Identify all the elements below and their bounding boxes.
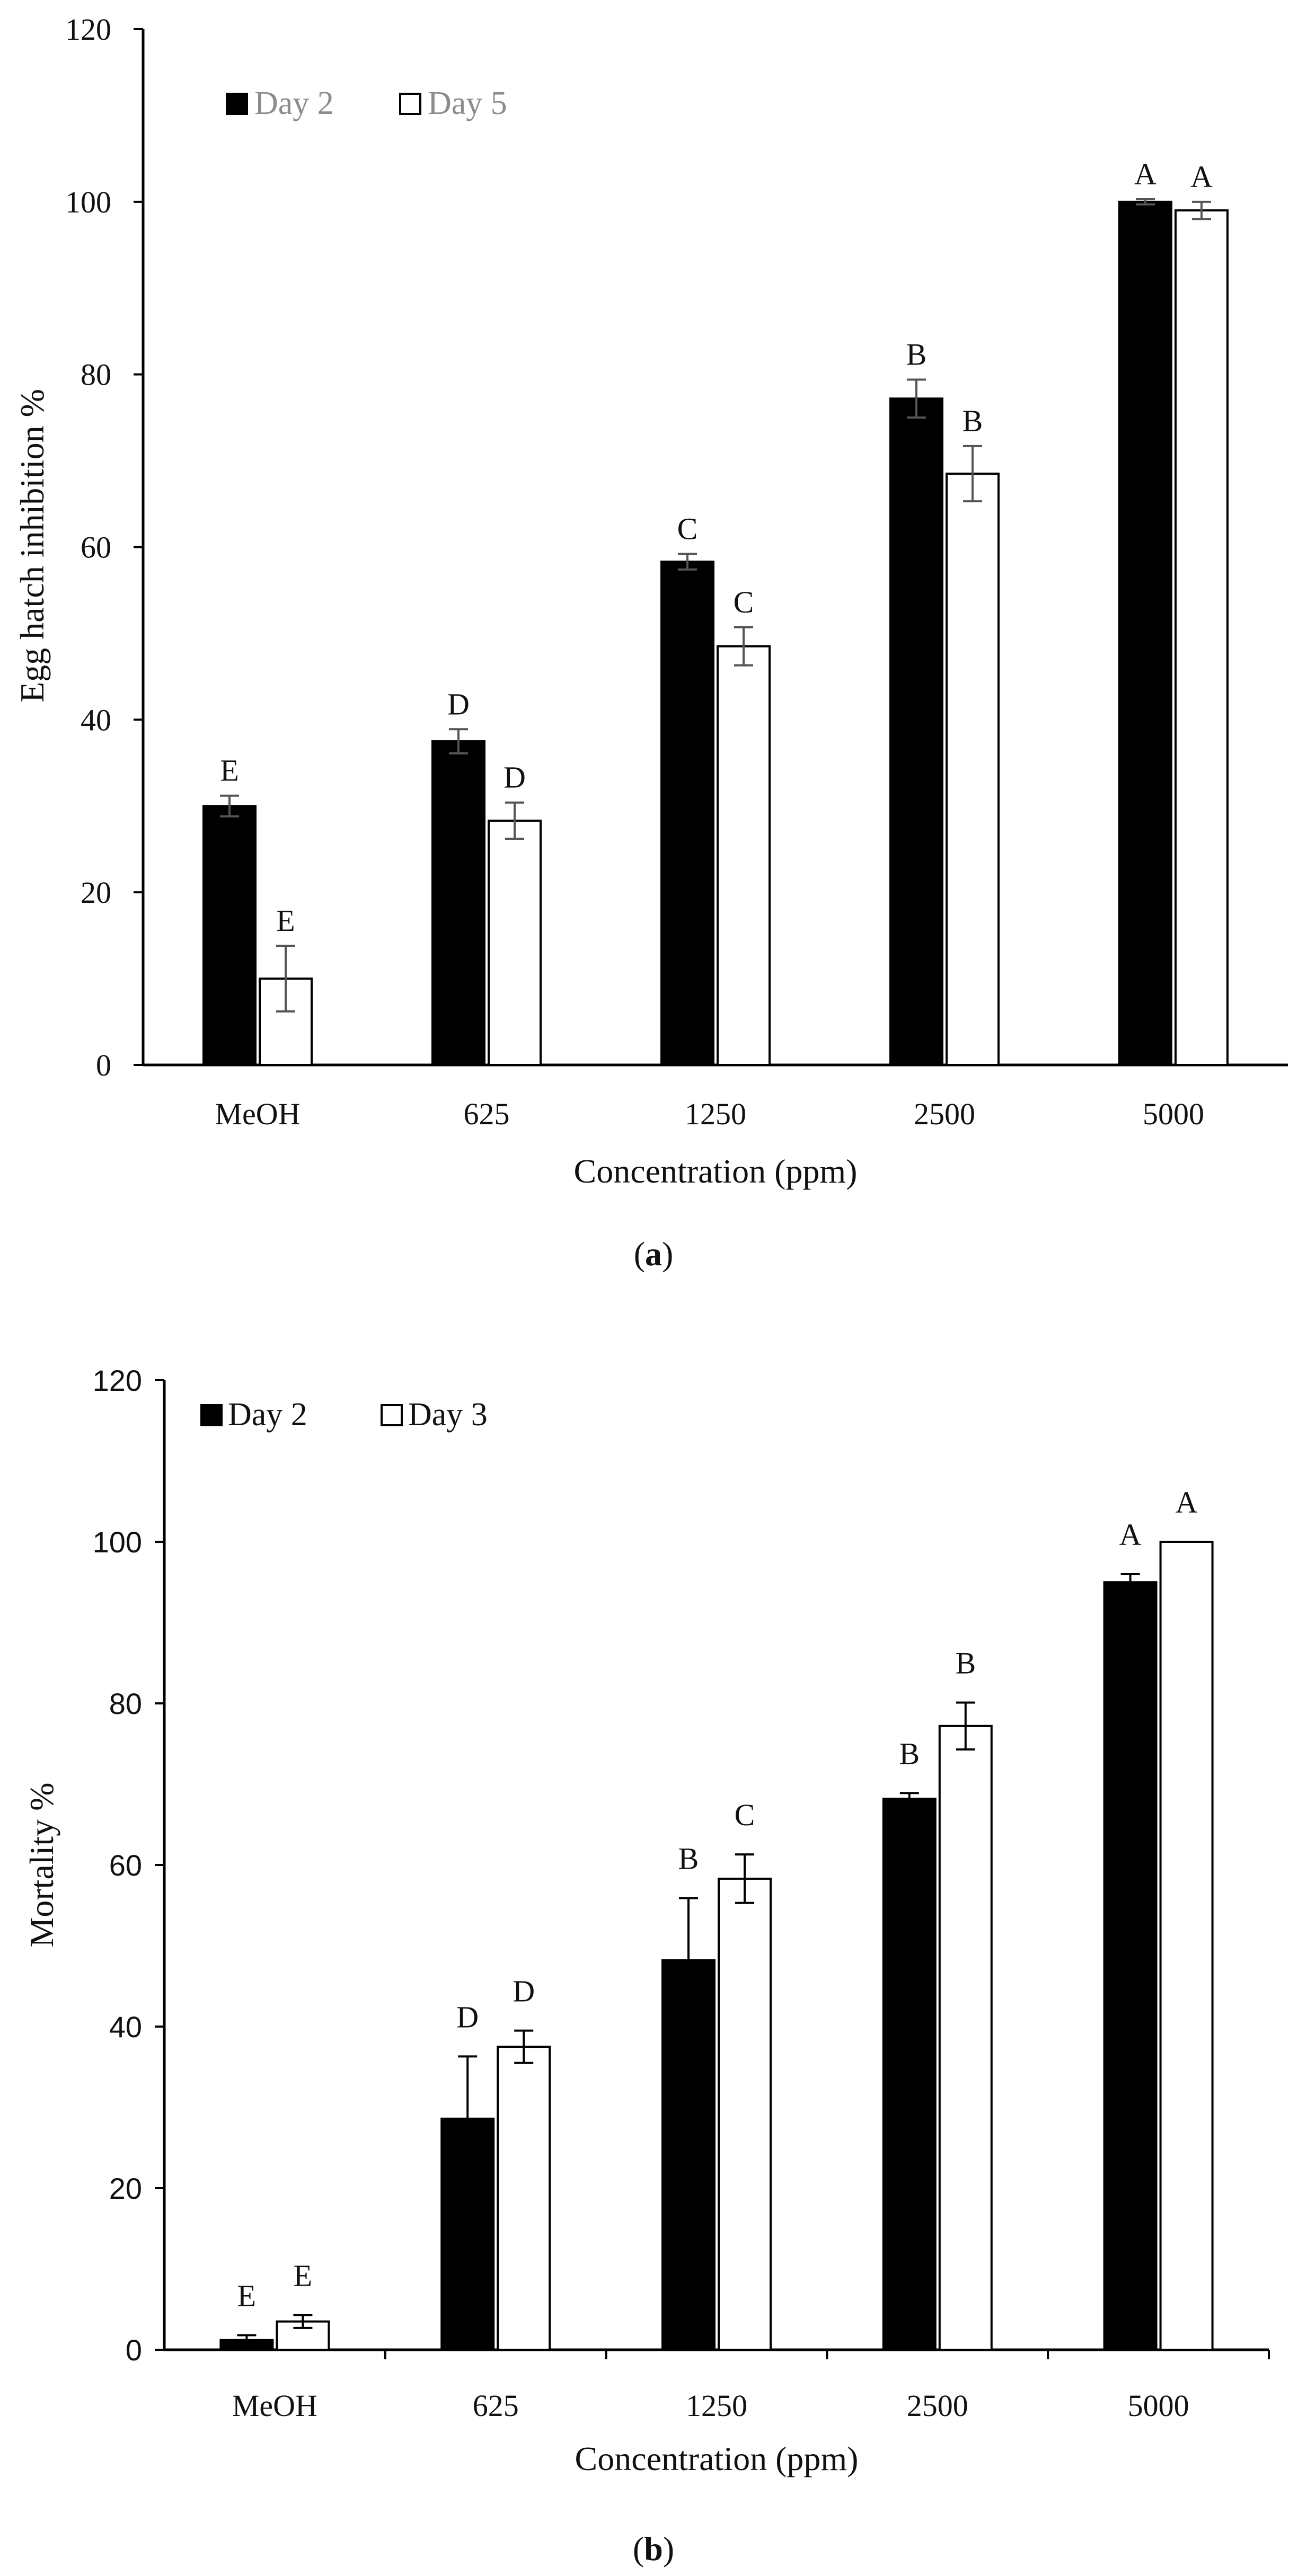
significance-letter: B	[906, 337, 927, 371]
chart-b: 0 20 40 60 80 100 120 MeOH 625 1250 2500 5000 E D B B A E…	[23, 1364, 1270, 2477]
x-tick-label: 2500	[907, 2388, 968, 2423]
bar-filled	[202, 805, 257, 1066]
y-axis-title: Egg hatch inhibition %	[13, 389, 51, 703]
legend-label: Day 5	[428, 85, 507, 121]
significance-letter: B	[678, 1842, 699, 1876]
significance-letter: D	[456, 2000, 479, 2034]
y-axis-title: Mortality %	[23, 1782, 60, 1947]
legend-swatch-open	[381, 1404, 403, 1426]
caption-a: (a)	[634, 1235, 674, 1273]
y-tick-label: 60	[109, 1849, 142, 1882]
y-tick-label: 100	[65, 185, 111, 219]
x-tick-label: 1250	[685, 1097, 746, 1131]
x-tick-label: 5000	[1128, 2388, 1189, 2423]
legend-label: Day 2	[228, 1397, 307, 1433]
x-tick-label: 5000	[1143, 1097, 1204, 1131]
significance-letter: A	[1134, 157, 1156, 191]
y-tick-label: 120	[65, 12, 111, 47]
bar-open	[1159, 1541, 1214, 2351]
significance-letter: B	[899, 1736, 920, 1771]
significance-letter: C	[734, 585, 754, 619]
significance-letter: E	[220, 753, 239, 788]
y-tick-label: 60	[81, 530, 111, 565]
bar-open	[717, 645, 771, 1066]
legend-label: Day 3	[408, 1397, 488, 1433]
chart-a: 0 20 40 60 80 100 120 MeOH 625 1250 2500 5000 E D C B A E…	[13, 12, 1288, 1190]
bar-open	[1174, 209, 1229, 1066]
significance-letter: B	[955, 1646, 976, 1680]
y-tick-label: 20	[109, 2172, 142, 2205]
y-tick-label: 20	[81, 875, 111, 910]
significance-letter: C	[735, 1798, 755, 1832]
significance-letter: A	[1119, 1517, 1142, 1552]
y-tick-label: 0	[96, 1048, 111, 1082]
bar-filled	[882, 1797, 937, 2351]
caption-b: (b)	[633, 2530, 674, 2568]
bar-filled	[1103, 1581, 1158, 2351]
bar-filled	[660, 561, 714, 1066]
x-axis-title: Concentration (ppm)	[574, 1152, 858, 1190]
y-tick-label: 120	[93, 1364, 142, 1397]
x-tick-label: 1250	[686, 2388, 747, 2423]
x-tick-label: 2500	[914, 1097, 975, 1131]
significance-letter: D	[447, 687, 470, 721]
bar-filled	[1118, 200, 1172, 1066]
significance-letter: C	[677, 512, 698, 546]
y-tick-label: 80	[81, 358, 111, 392]
bar-open	[488, 819, 542, 1066]
significance-letter: D	[513, 1974, 535, 2009]
significance-letter: E	[237, 2279, 256, 2313]
legend-swatch-filled	[200, 1404, 223, 1426]
y-tick-label: 40	[109, 2010, 142, 2044]
bar-open	[718, 1877, 772, 2351]
significance-letter: B	[962, 404, 983, 438]
bar-filled	[889, 397, 943, 1066]
bar-filled	[431, 740, 485, 1066]
legend-swatch-open	[399, 93, 421, 115]
bar-open	[497, 2046, 551, 2351]
significance-letter: A	[1176, 1485, 1198, 1520]
significance-letter: E	[276, 903, 295, 938]
y-tick-label: 80	[109, 1687, 142, 1720]
x-tick-label: MeOH	[232, 2388, 317, 2423]
x-tick-label: 625	[473, 2388, 519, 2423]
y-tick-label: 100	[93, 1525, 142, 1559]
bar-open	[276, 2320, 330, 2351]
significance-letter: D	[504, 760, 526, 795]
x-axis-title: Concentration (ppm)	[575, 2440, 859, 2477]
x-tick-label: 625	[464, 1097, 510, 1131]
bar-open	[946, 473, 1000, 1066]
x-tick-label: MeOH	[215, 1097, 300, 1131]
legend-swatch-filled	[226, 93, 248, 115]
bar-open	[938, 1725, 993, 2351]
legend-label: Day 2	[254, 85, 334, 121]
significance-letter: E	[294, 2258, 312, 2293]
significance-letter: A	[1190, 159, 1213, 194]
y-tick-label: 0	[126, 2333, 142, 2367]
y-tick-label: 40	[81, 703, 111, 737]
